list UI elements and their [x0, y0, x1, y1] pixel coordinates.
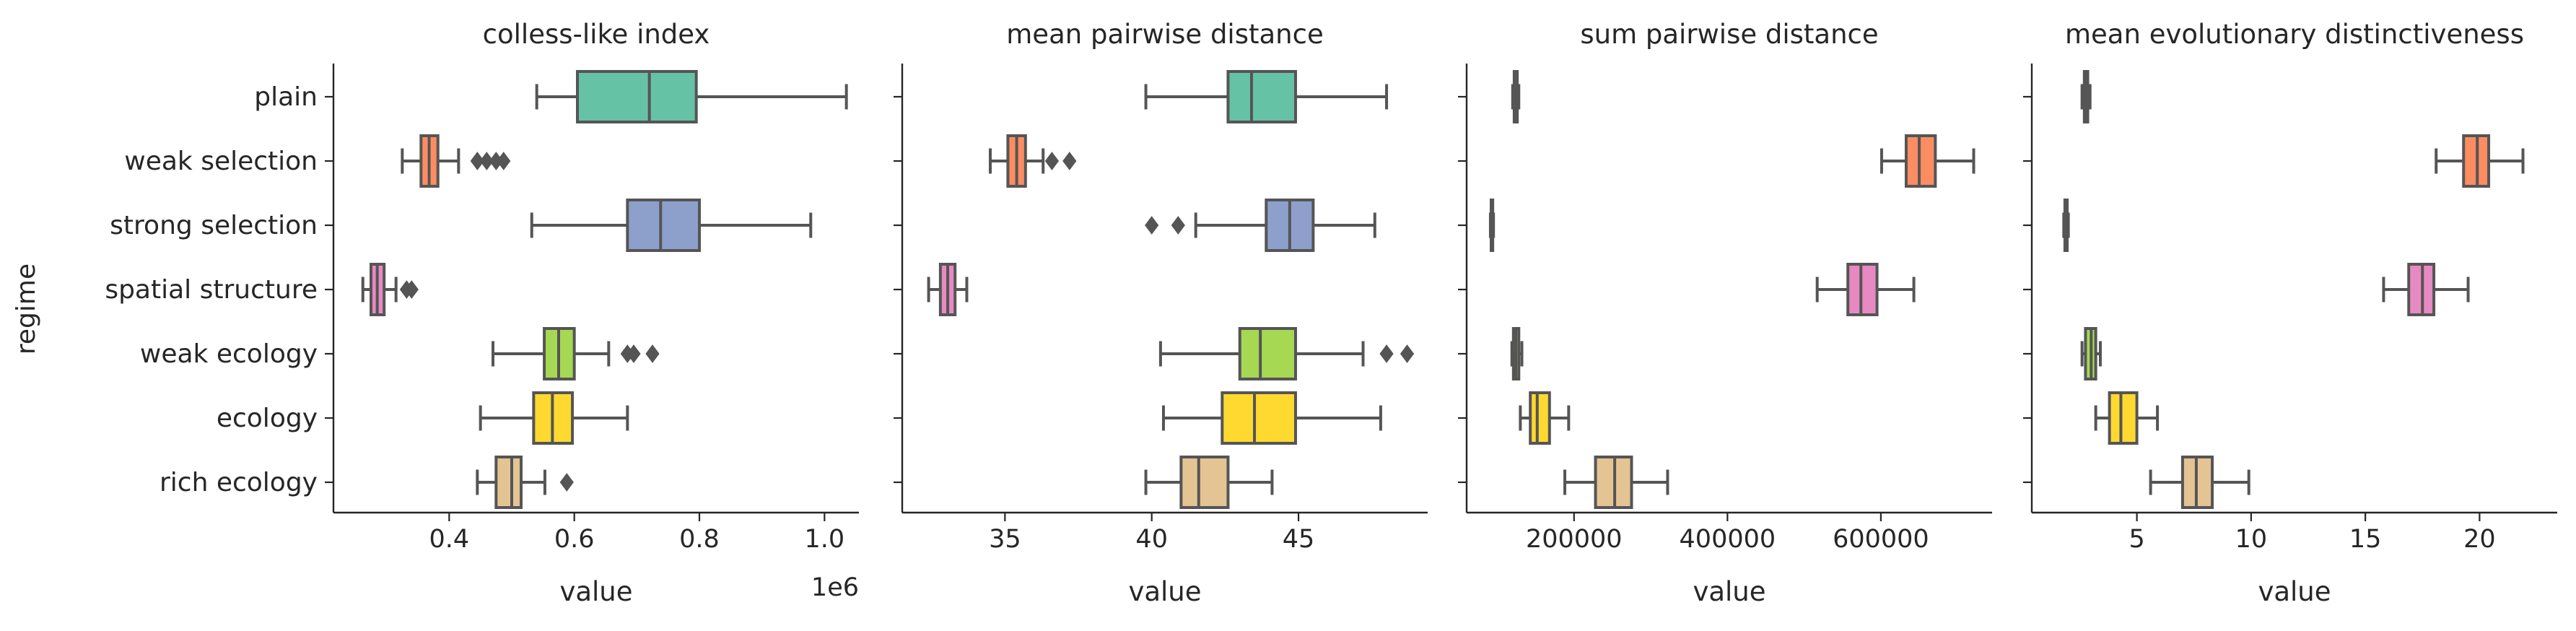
- box-ecology: [2094, 391, 2160, 445]
- outlier-point: [1062, 152, 1077, 170]
- box-body: [494, 456, 523, 509]
- chart-panel-4: mean evolutionary distinctiveness 5 10 15 20…: [2023, 19, 2557, 607]
- box-body: [576, 70, 698, 123]
- outlier-point: [497, 152, 511, 170]
- box-spatial-structure: [1815, 263, 1916, 316]
- x-axis-offset-text: 1e6: [811, 573, 859, 602]
- outlier-point: [1400, 344, 1415, 363]
- box-ecology: [479, 391, 629, 445]
- y-tick-label: spatial structure: [105, 275, 318, 305]
- x-tick-label: 40: [1135, 525, 1168, 554]
- x-tick-label: 20: [2463, 525, 2496, 554]
- box-body: [1238, 327, 1297, 380]
- y-tick-label: ecology: [217, 404, 318, 433]
- outlier-point: [559, 473, 574, 492]
- x-tick-label: 35: [989, 525, 1021, 554]
- x-tick-label: 0.6: [554, 525, 595, 554]
- x-tick-label: 15: [2349, 525, 2382, 554]
- x-axis-label: value: [1128, 576, 1201, 607]
- x-tick-label: 200000: [1526, 525, 1623, 554]
- box-strong-selection: [1145, 199, 1376, 252]
- outlier-point: [1044, 152, 1060, 170]
- y-tick-label: weak ecology: [140, 339, 318, 369]
- box-plain: [2080, 70, 2092, 123]
- chart-panel-3: sum pairwise distance 200000 400000 600000 v…: [1458, 19, 1992, 607]
- outlier-point: [1145, 216, 1159, 235]
- x-axis-label: value: [1693, 576, 1765, 607]
- y-tick-label: weak selection: [124, 147, 318, 176]
- box-weak-selection: [2435, 134, 2525, 188]
- x-tick-label: 1.0: [804, 525, 844, 554]
- box-strong-selection: [1488, 199, 1496, 252]
- box-ecology: [1519, 391, 1571, 445]
- box-weak-selection: [401, 134, 511, 188]
- outlier-point: [1379, 344, 1394, 363]
- outlier-point: [404, 280, 419, 299]
- box-body: [626, 199, 701, 252]
- x-axis-label: value: [559, 576, 632, 607]
- x-tick-label: 400000: [1680, 525, 1776, 554]
- x-tick-label: 45: [1283, 525, 1315, 554]
- box-body: [1846, 263, 1879, 316]
- box-body: [1221, 391, 1297, 445]
- box-plain: [1144, 70, 1389, 123]
- box-rich-ecology: [476, 456, 574, 509]
- outlier-point: [470, 152, 484, 170]
- y-tick-label: plain: [254, 82, 318, 112]
- panel-title: colless-like index: [483, 19, 710, 50]
- box-weak-ecology: [1158, 327, 1415, 380]
- outlier-point: [1171, 216, 1185, 235]
- box-weak-ecology: [1510, 327, 1524, 380]
- box-spatial-structure: [361, 263, 419, 316]
- box-weak-ecology: [2080, 327, 2102, 380]
- box-strong-selection: [530, 199, 813, 252]
- box-plain: [535, 70, 848, 123]
- x-tick-label: 5: [2129, 525, 2144, 554]
- x-tick-label: 0.4: [429, 525, 469, 554]
- box-body: [2108, 391, 2139, 445]
- panel-title: sum pairwise distance: [1580, 19, 1878, 50]
- box-weak-selection: [989, 134, 1077, 188]
- box-strong-selection: [2062, 199, 2070, 252]
- box-spatial-structure: [927, 263, 969, 316]
- x-tick-label: 0.8: [679, 525, 720, 554]
- box-rich-ecology: [1144, 456, 1274, 509]
- box-body: [1179, 456, 1230, 509]
- box-weak-ecology: [492, 327, 660, 380]
- box-ecology: [1161, 391, 1382, 445]
- y-tick-label: strong selection: [110, 211, 318, 240]
- box-body: [1529, 391, 1551, 445]
- box-weak-selection: [1879, 134, 1975, 188]
- chart-panel-2: mean pairwise distance 35 40 45 value: [894, 19, 1428, 607]
- figure-ylabel: regime: [12, 264, 41, 354]
- box-rich-ecology: [2149, 456, 2250, 509]
- outlier-point: [645, 344, 660, 363]
- box-spatial-structure: [2382, 263, 2470, 316]
- box-body: [1226, 70, 1297, 123]
- box-body: [1904, 134, 1937, 188]
- y-tick-label: rich ecology: [160, 468, 318, 497]
- x-axis-label: value: [2258, 576, 2331, 607]
- panel-title: mean evolutionary distinctiveness: [2065, 19, 2524, 50]
- outlier-point: [626, 344, 641, 363]
- box-rich-ecology: [1563, 456, 1669, 509]
- x-tick-label: 10: [2235, 525, 2268, 554]
- box-plain: [1511, 70, 1521, 123]
- panel-title: mean pairwise distance: [1006, 19, 1323, 50]
- outlier-point: [479, 152, 494, 170]
- x-tick-label: 600000: [1833, 525, 1929, 554]
- chart-panel-1: colless-like index 0.4 0.6 0.8 1.0 value 1e6 pl…: [105, 19, 859, 607]
